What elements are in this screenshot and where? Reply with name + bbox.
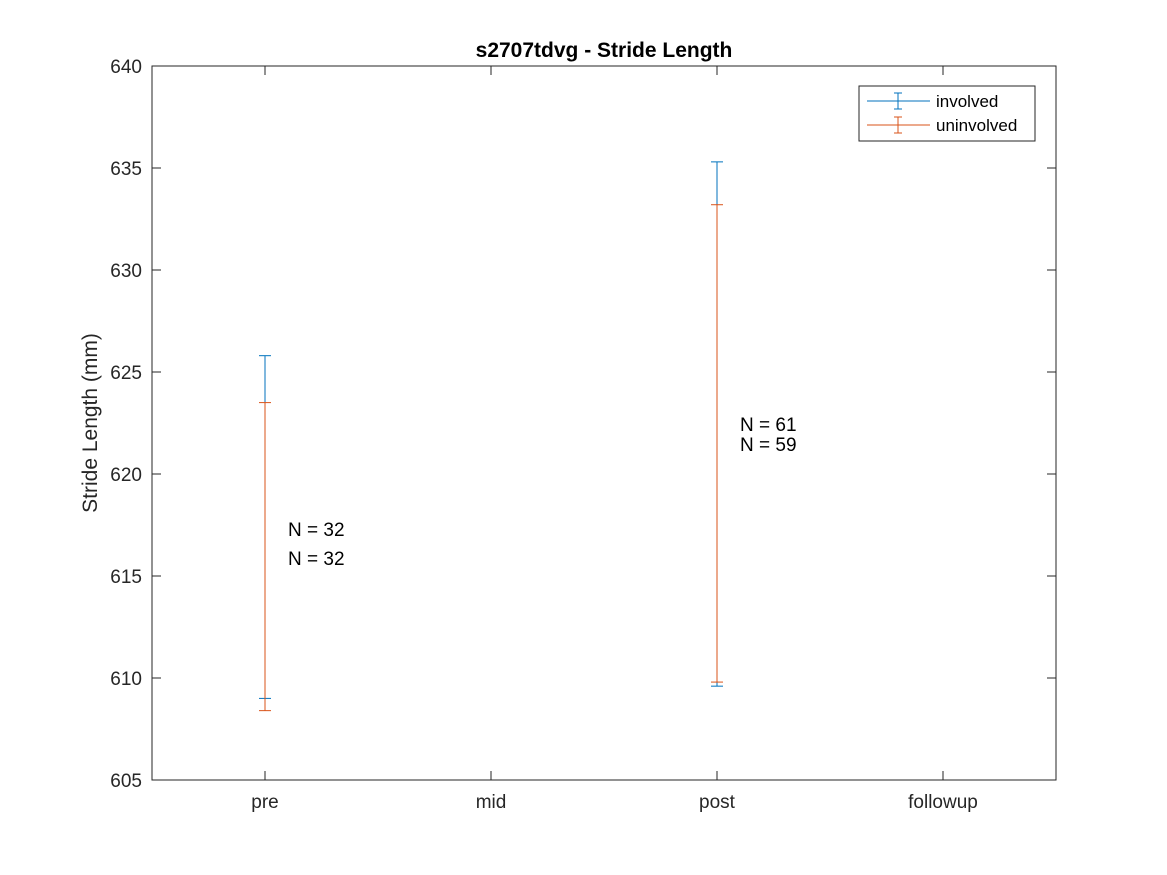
y-tick-label: 610 [110,669,142,690]
y-tick-label: 640 [110,57,142,78]
y-tick-label: 630 [110,261,142,282]
legend-box [858,85,1036,142]
annotations-layer: N = 32 N = 32 N = 61N = 59 [288,415,797,570]
y-tick-label: 635 [110,159,142,180]
x-tick-label: mid [476,792,507,813]
n-count-annotation: N = 32 [288,549,345,570]
n-count-annotation: N = 61 [740,415,797,436]
legend-label-involved: involved [936,92,998,111]
n-count-annotation: N = 59 [740,435,797,456]
legend: involved uninvolved [858,85,1036,142]
axes-layer: 605 610 615 620 625 630 635 640 pre mid post follow… [110,57,1056,813]
x-tick-label: followup [908,792,978,813]
x-tick-label: post [699,792,736,813]
errorbars-layer [259,161,723,712]
x-tick-label: pre [251,792,278,813]
y-tick-label: 605 [110,771,142,792]
y-tick-label: 625 [110,363,142,384]
y-tick-label: 620 [110,465,142,486]
plot-area [151,65,1057,781]
y-axis-label: Stride Length (mm) [79,333,102,513]
chart-title: s2707tdvg - Stride Length [476,39,733,62]
n-count-annotation: N = 32 [288,520,345,541]
legend-label-uninvolved: uninvolved [936,116,1017,135]
y-tick-label: 615 [110,567,142,588]
